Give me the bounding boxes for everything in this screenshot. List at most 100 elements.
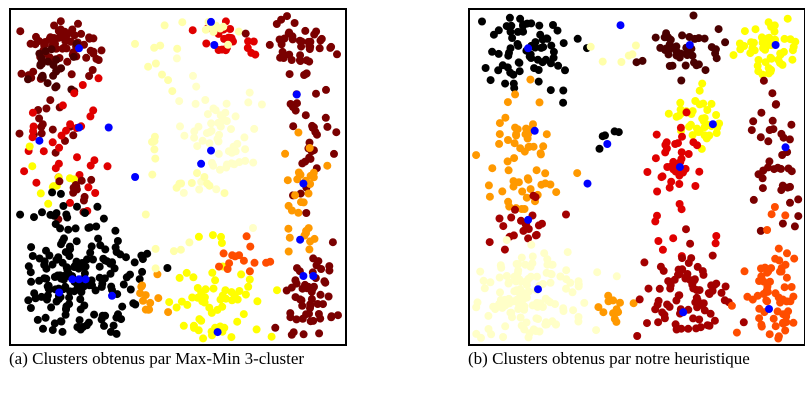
data-point — [302, 209, 311, 217]
data-point — [778, 219, 787, 228]
data-point — [497, 263, 506, 272]
data-point — [683, 48, 692, 57]
data-point — [27, 277, 36, 286]
data-point — [222, 117, 231, 125]
data-point — [674, 265, 683, 274]
data-point — [540, 249, 549, 258]
centroid-point — [131, 173, 140, 181]
data-point — [323, 161, 332, 170]
data-point — [100, 321, 108, 330]
data-point — [699, 299, 708, 308]
data-point — [785, 135, 794, 144]
data-point — [172, 183, 181, 192]
data-point — [526, 185, 535, 194]
data-point — [291, 191, 300, 200]
data-point — [221, 294, 230, 303]
data-point — [561, 66, 569, 75]
data-point — [111, 226, 120, 235]
data-point — [527, 19, 536, 28]
data-point — [756, 226, 765, 235]
centroid-point — [603, 140, 612, 148]
data-point — [226, 25, 235, 33]
data-point — [200, 173, 209, 181]
data-point — [212, 185, 221, 194]
data-point — [659, 266, 668, 275]
data-point — [735, 39, 744, 48]
data-point — [501, 113, 510, 122]
centroid-point — [583, 179, 592, 188]
data-point — [185, 238, 194, 247]
data-point — [651, 305, 660, 314]
data-point — [763, 297, 772, 306]
data-point — [55, 143, 64, 152]
data-point — [164, 76, 173, 85]
data-point — [172, 303, 181, 312]
data-point — [543, 255, 552, 264]
data-point — [499, 333, 508, 341]
caption-b: (b) Clusters obtenus par notre heuristiq… — [468, 349, 750, 368]
data-point — [26, 304, 35, 312]
data-point — [176, 122, 184, 131]
data-point — [695, 315, 704, 324]
data-point — [708, 251, 717, 260]
data-point — [495, 130, 504, 139]
data-point — [205, 303, 214, 312]
data-point — [749, 117, 758, 126]
data-point — [658, 245, 667, 254]
data-point — [664, 277, 673, 286]
data-point — [495, 139, 504, 148]
data-point — [777, 129, 786, 138]
data-point — [32, 178, 41, 187]
data-point — [306, 154, 315, 163]
data-point — [84, 318, 93, 327]
data-point — [86, 46, 95, 55]
data-point — [51, 220, 60, 229]
data-point — [151, 244, 160, 253]
data-point — [691, 182, 700, 190]
data-point — [39, 147, 48, 156]
data-point — [221, 108, 230, 117]
data-point — [315, 329, 324, 338]
data-point — [705, 321, 714, 330]
data-point — [75, 316, 84, 325]
data-point — [297, 37, 306, 46]
data-point — [503, 157, 512, 166]
centroid-point — [292, 90, 301, 99]
centroid-point — [210, 41, 219, 49]
data-point — [154, 294, 163, 303]
data-point — [187, 179, 196, 187]
data-point — [499, 222, 508, 231]
data-point — [203, 179, 212, 188]
data-point — [479, 276, 488, 285]
data-point — [629, 299, 638, 308]
data-point — [16, 210, 25, 219]
data-point — [502, 236, 511, 245]
data-point — [707, 43, 716, 52]
data-point — [787, 283, 796, 291]
data-point — [546, 278, 555, 287]
data-point — [524, 234, 533, 243]
data-point — [763, 34, 772, 43]
data-point — [244, 37, 253, 46]
data-point — [216, 165, 224, 174]
data-point — [246, 242, 255, 251]
data-point — [510, 154, 519, 163]
data-point — [62, 302, 71, 311]
data-point — [215, 262, 223, 271]
data-point — [699, 99, 708, 108]
data-point — [530, 64, 539, 73]
data-point — [38, 120, 47, 129]
data-point — [76, 305, 85, 314]
data-point — [690, 34, 699, 43]
data-point — [72, 237, 81, 246]
data-point — [776, 164, 785, 173]
data-point — [287, 330, 296, 339]
data-point — [765, 126, 774, 134]
data-point — [227, 333, 236, 342]
data-point — [511, 205, 519, 214]
data-point — [549, 47, 558, 56]
data-point — [66, 198, 74, 207]
data-point — [113, 237, 122, 245]
data-point — [504, 278, 513, 287]
data-point — [308, 123, 317, 132]
